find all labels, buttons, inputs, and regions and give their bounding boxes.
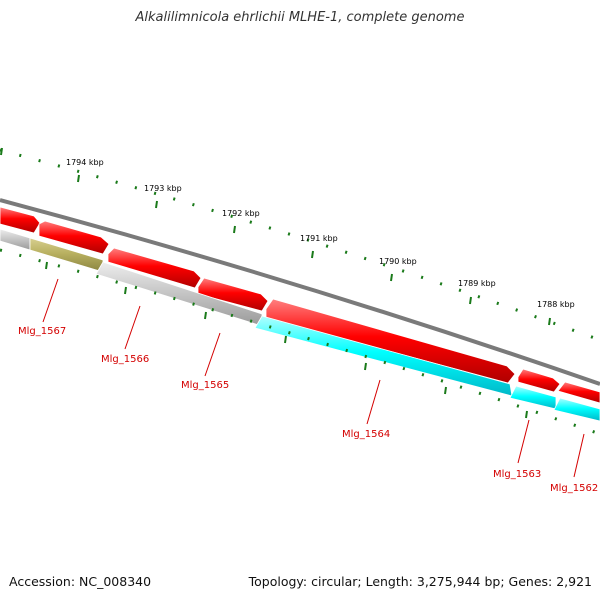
- inner-major-ticks: [45, 261, 528, 419]
- genome-backbone: [0, 198, 600, 386]
- leader-mlg-1565: [204, 332, 221, 377]
- reverse-strand: [0, 228, 600, 422]
- outer-tick-ring: [0, 147, 600, 342]
- inner-tick-ring: [0, 248, 600, 436]
- outer-major-ticks: [0, 147, 551, 326]
- gene-label-mlg-1564: Mlg_1564: [342, 429, 390, 440]
- map-title: Alkalilimnicola ehrlichii MLHE-1, comple…: [135, 10, 465, 25]
- kbp-label-1793: 1793 kbp: [144, 184, 182, 193]
- forward-gene-7: [557, 381, 600, 404]
- leader-mlg-1567: [42, 278, 59, 323]
- inner-minor-ticks: [0, 248, 600, 436]
- forward-gene-6: [517, 368, 561, 393]
- leader-mlg-1562: [573, 433, 585, 478]
- genome-summary-text: Topology: circular; Length: 3,275,944 bp…: [248, 574, 592, 589]
- kbp-label-1791: 1791 kbp: [300, 234, 338, 243]
- gene-label-mlg-1567: Mlg_1567: [18, 326, 66, 337]
- kbp-label-1790: 1790 kbp: [379, 257, 417, 266]
- gene-label-mlg-1563: Mlg_1563: [493, 469, 541, 480]
- forward-gene-3: [107, 247, 202, 289]
- gene-label-leaders: [42, 278, 585, 478]
- kbp-label-1794: 1794 kbp: [66, 158, 104, 167]
- reverse-gene-1: [0, 228, 31, 251]
- gene-label-mlg-1566: Mlg_1566: [101, 354, 149, 365]
- leader-mlg-1564: [366, 379, 381, 425]
- kbp-label-1788: 1788 kbp: [537, 300, 575, 309]
- accession-text: Accession: NC_008340: [9, 574, 152, 589]
- forward-gene-1: [0, 206, 41, 234]
- gene-label-mlg-1562: Mlg_1562: [550, 483, 598, 494]
- reverse-gene-6-cyan: [553, 397, 600, 422]
- forward-gene-2: [38, 220, 110, 255]
- kbp-label-1792: 1792 kbp: [222, 209, 260, 218]
- kbp-label-1789: 1789 kbp: [458, 279, 496, 288]
- leader-mlg-1566: [124, 305, 141, 350]
- gene-label-mlg-1565: Mlg_1565: [181, 380, 229, 391]
- leader-mlg-1563: [517, 419, 530, 464]
- forward-strand: [0, 206, 600, 404]
